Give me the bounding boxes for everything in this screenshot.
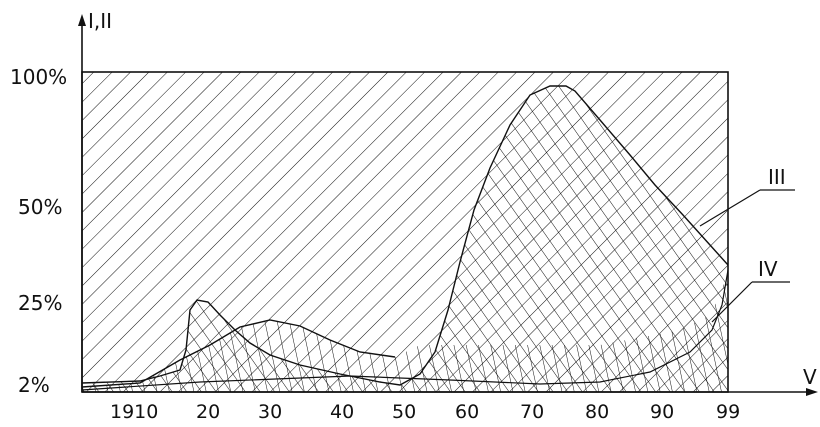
x-axis-label: V [803,365,817,389]
x-tick-label: 70 [520,401,544,423]
series-iv-leader-line [711,281,753,323]
region-iv-hatched-area [82,265,728,392]
series-iv-curve [81,269,729,391]
y-axis-arrow-icon [78,14,86,26]
x-tick-label: 60 [455,401,479,423]
x-tick-label: 40 [330,401,354,423]
x-tick-label: 1910 [110,401,158,423]
x-tick-label: 50 [392,401,416,423]
x-tick-label: 99 [716,401,740,423]
y-tick-label: 50% [18,195,62,219]
series-ii-curve [81,85,729,386]
y-tick-label: 2% [18,373,50,397]
x-tick-label: 30 [258,401,282,423]
y-tick-label: 25% [18,291,62,315]
y-tick-label: 100% [10,65,67,89]
x-tick-label: 90 [650,401,674,423]
series-iii-leader-line [699,189,761,227]
x-tick-label: 80 [585,401,609,423]
x-tick-label: 20 [196,401,220,423]
y-axis-label: I,II [88,9,112,33]
series-iii-curve [81,319,396,388]
x-axis-arrow-icon [806,388,818,396]
series-iv-label: IV [758,257,778,281]
series-iii-label: III [768,165,786,189]
region-ii-crosshatch-area [82,86,728,392]
